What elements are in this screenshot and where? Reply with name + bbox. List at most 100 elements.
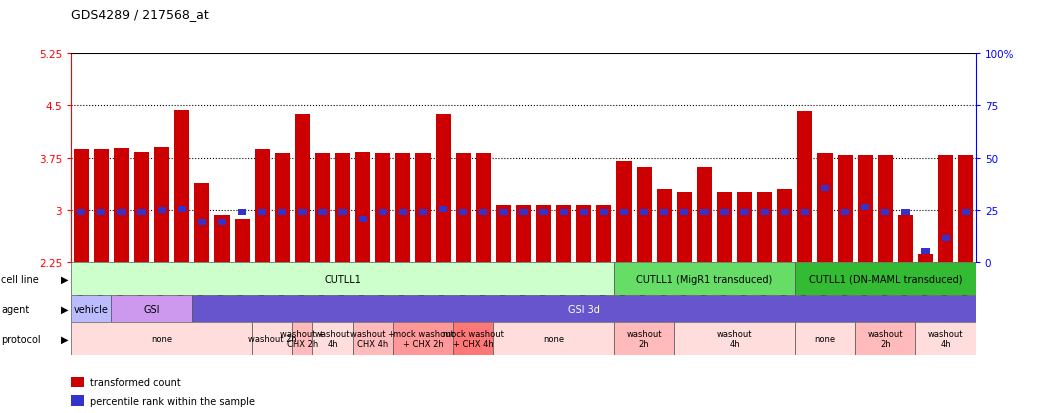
Text: none: none bbox=[543, 334, 564, 343]
Bar bbox=[798, 112, 812, 263]
Text: CUTLL1 (MigR1 transduced): CUTLL1 (MigR1 transduced) bbox=[637, 274, 773, 284]
Bar bbox=[97, 209, 106, 215]
Bar bbox=[898, 215, 913, 263]
Text: percentile rank within the sample: percentile rank within the sample bbox=[90, 396, 255, 406]
Bar bbox=[338, 209, 347, 215]
Bar bbox=[375, 153, 391, 263]
Bar bbox=[700, 209, 709, 215]
Bar bbox=[396, 153, 410, 263]
Bar bbox=[252, 322, 292, 355]
Text: CUTLL1: CUTLL1 bbox=[325, 274, 361, 284]
Bar bbox=[941, 235, 950, 242]
Bar bbox=[312, 322, 353, 355]
Bar bbox=[453, 322, 493, 355]
Bar bbox=[597, 206, 611, 263]
Text: GSI 3d: GSI 3d bbox=[567, 304, 600, 314]
Bar bbox=[238, 209, 246, 215]
Text: transformed count: transformed count bbox=[90, 377, 181, 387]
Bar bbox=[640, 209, 648, 215]
Bar bbox=[215, 215, 229, 263]
Bar bbox=[419, 209, 427, 215]
Text: none: none bbox=[151, 334, 172, 343]
Bar bbox=[134, 152, 149, 263]
Bar bbox=[882, 209, 890, 215]
Bar bbox=[174, 111, 190, 263]
Bar bbox=[660, 209, 668, 215]
Bar bbox=[737, 193, 752, 263]
Text: washout +
CHX 2h: washout + CHX 2h bbox=[280, 329, 325, 349]
Bar bbox=[674, 322, 795, 355]
Bar bbox=[416, 153, 430, 263]
Text: vehicle: vehicle bbox=[74, 304, 109, 314]
Bar bbox=[195, 184, 209, 263]
Bar bbox=[292, 322, 312, 355]
Bar bbox=[681, 209, 689, 215]
Bar bbox=[717, 193, 732, 263]
Bar bbox=[475, 153, 491, 263]
Bar bbox=[539, 209, 548, 215]
Bar bbox=[218, 219, 226, 226]
Bar bbox=[757, 193, 773, 263]
Text: washout
4h: washout 4h bbox=[315, 329, 351, 349]
Bar bbox=[496, 206, 511, 263]
Bar bbox=[358, 217, 366, 223]
Bar bbox=[676, 193, 692, 263]
Bar bbox=[620, 209, 628, 215]
Bar bbox=[192, 295, 976, 322]
Bar bbox=[393, 322, 453, 355]
Text: washout
4h: washout 4h bbox=[717, 329, 753, 349]
Bar bbox=[154, 148, 170, 263]
Bar bbox=[77, 209, 86, 215]
Bar bbox=[274, 153, 290, 263]
Bar bbox=[921, 248, 930, 254]
Text: washout 2h: washout 2h bbox=[248, 334, 296, 343]
Bar bbox=[114, 149, 129, 263]
Bar bbox=[111, 295, 192, 322]
Bar bbox=[436, 114, 450, 263]
Text: washout +
CHX 4h: washout + CHX 4h bbox=[351, 329, 395, 349]
Bar bbox=[740, 209, 749, 215]
Text: cell line: cell line bbox=[1, 274, 39, 284]
Text: GSI: GSI bbox=[143, 304, 160, 314]
Bar bbox=[720, 209, 729, 215]
Text: washout
2h: washout 2h bbox=[626, 329, 662, 349]
Text: washout
4h: washout 4h bbox=[928, 329, 963, 349]
Bar bbox=[335, 153, 350, 263]
Bar bbox=[958, 156, 974, 263]
Text: ▶: ▶ bbox=[61, 274, 68, 284]
Bar bbox=[519, 209, 528, 215]
Bar bbox=[795, 322, 855, 355]
Bar bbox=[818, 153, 832, 263]
Bar bbox=[298, 209, 307, 215]
Bar bbox=[656, 190, 672, 263]
Bar bbox=[901, 209, 910, 215]
Bar bbox=[439, 206, 447, 213]
Text: mock washout
+ CHX 2h: mock washout + CHX 2h bbox=[393, 329, 453, 349]
Bar bbox=[355, 152, 371, 263]
Bar bbox=[781, 209, 789, 215]
Bar bbox=[157, 208, 165, 214]
Bar bbox=[94, 150, 109, 263]
Bar bbox=[71, 263, 614, 295]
Bar bbox=[614, 322, 674, 355]
Text: ▶: ▶ bbox=[61, 334, 68, 344]
Text: mock washout
+ CHX 4h: mock washout + CHX 4h bbox=[443, 329, 504, 349]
Bar bbox=[855, 322, 915, 355]
Text: none: none bbox=[815, 334, 836, 343]
Bar bbox=[71, 322, 252, 355]
Bar bbox=[637, 167, 651, 263]
Bar bbox=[480, 209, 488, 215]
Bar bbox=[73, 150, 89, 263]
Bar bbox=[915, 322, 976, 355]
Bar bbox=[536, 206, 551, 263]
Bar bbox=[580, 209, 588, 215]
Bar bbox=[279, 209, 287, 215]
Bar bbox=[617, 161, 631, 263]
Bar bbox=[556, 206, 572, 263]
Bar bbox=[117, 209, 126, 215]
Bar bbox=[821, 185, 829, 192]
Bar bbox=[877, 156, 893, 263]
Bar bbox=[459, 209, 467, 215]
Bar bbox=[71, 295, 111, 322]
Text: GDS4289 / 217568_at: GDS4289 / 217568_at bbox=[71, 8, 209, 21]
